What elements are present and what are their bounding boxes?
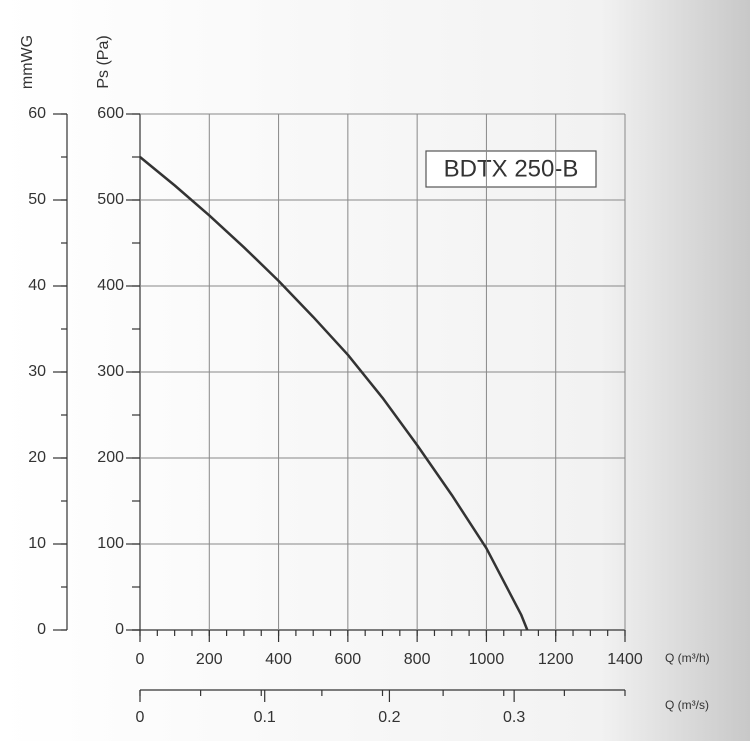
y-tick-label: 100 (97, 535, 124, 552)
y-tick-label: 500 (97, 191, 124, 208)
y-tick-label: 300 (97, 363, 124, 380)
x2-axis-label: Q (m³/s) (665, 698, 709, 712)
x2-tick-label: 0.1 (254, 709, 276, 726)
line (139, 156, 529, 631)
annotation: BDTX 250-B (444, 155, 579, 182)
annotation-box (425, 150, 597, 188)
x-tick-label: 1200 (538, 651, 574, 668)
y2-tick-label: 50 (28, 191, 46, 208)
y-tick-label: 400 (97, 277, 124, 294)
y2-tick-label: 40 (28, 277, 46, 294)
x2-tick-label: 0.3 (503, 709, 525, 726)
x2-tick-label: 0 (136, 709, 145, 726)
y-tick-label: 200 (97, 449, 124, 466)
y2-tick-label: 0 (37, 621, 46, 638)
x-tick-label: 1400 (607, 651, 643, 668)
y-tick-label: 600 (97, 105, 124, 122)
y-tick-label: 0 (115, 621, 124, 638)
x-axis-label: Q (m³/h) (665, 651, 710, 665)
x-tick-label: 200 (196, 651, 223, 668)
y2-axis-label: mmWG (19, 35, 36, 89)
x-tick-label: 600 (335, 651, 362, 668)
y2-tick-label: 60 (28, 105, 46, 122)
x-tick-label: 0 (136, 651, 145, 668)
y2-tick-label: 10 (28, 535, 46, 552)
y2-tick-label: 20 (28, 449, 46, 466)
x-tick-label: 800 (404, 651, 431, 668)
x2-tick-label: 0.2 (378, 709, 400, 726)
y-axis-label: Ps (Pa) (95, 35, 112, 88)
y2-tick-label: 30 (28, 363, 46, 380)
x-tick-label: 1000 (469, 651, 505, 668)
x-tick-label: 400 (265, 651, 292, 668)
